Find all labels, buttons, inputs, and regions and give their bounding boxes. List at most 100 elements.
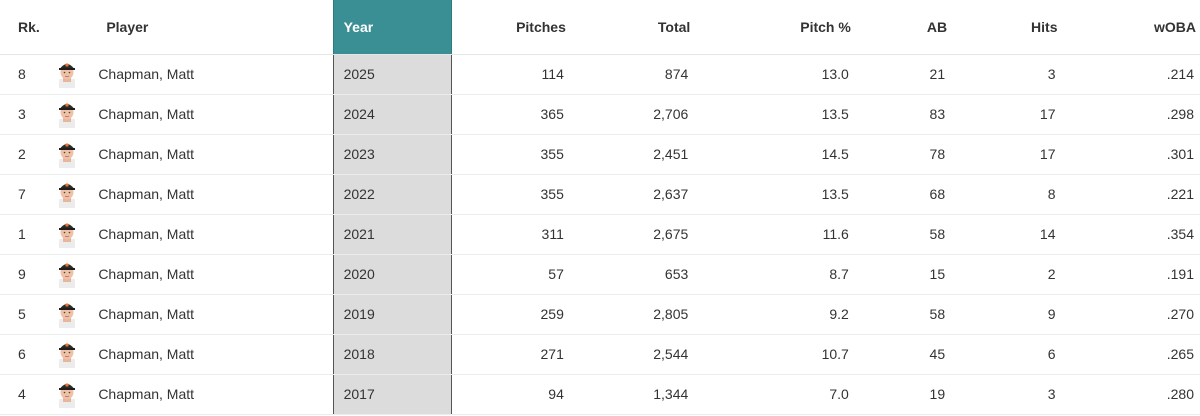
- pitch-pct-cell: 7.0: [694, 374, 855, 415]
- player-name-link[interactable]: Chapman, Matt: [96, 374, 334, 415]
- header-ab[interactable]: AB: [854, 0, 952, 55]
- year-cell: 2019: [332, 294, 452, 335]
- avatar-cell: [52, 334, 97, 375]
- table-row: 9 Chapman, Matt 2020 57 653 8.7 15: [0, 254, 1200, 295]
- player-name-link[interactable]: Chapman, Matt: [96, 134, 334, 175]
- table-row: 7 Chapman, Matt 2022 355 2,637 13.5: [0, 174, 1200, 215]
- year-cell: 2024: [332, 94, 452, 135]
- avatar-cell: [52, 374, 97, 415]
- player-headshot-icon[interactable]: [58, 260, 76, 288]
- player-name-link[interactable]: Chapman, Matt: [96, 94, 334, 135]
- rank-cell: 1: [0, 214, 53, 255]
- header-pitches[interactable]: Pitches: [451, 0, 570, 55]
- player-name-link[interactable]: Chapman, Matt: [96, 334, 334, 375]
- player-name-link[interactable]: Chapman, Matt: [96, 254, 334, 295]
- ab-cell: 68: [854, 174, 952, 215]
- ab-cell: 58: [854, 294, 952, 335]
- hits-cell: 17: [951, 134, 1062, 175]
- pitch-pct-cell: 11.6: [694, 214, 855, 255]
- year-cell: 2020: [332, 254, 452, 295]
- header-avatar: [52, 0, 97, 55]
- avatar-cell: [52, 214, 97, 255]
- total-cell: 653: [569, 254, 695, 295]
- year-cell: 2025: [332, 54, 452, 95]
- woba-cell: .221: [1061, 174, 1200, 215]
- pitch-pct-cell: 13.0: [694, 54, 855, 95]
- hits-cell: 9: [951, 294, 1062, 335]
- year-cell: 2017: [332, 374, 452, 415]
- pitches-cell: 114: [451, 54, 570, 95]
- pitches-cell: 271: [451, 334, 570, 375]
- hits-cell: 6: [951, 334, 1062, 375]
- player-headshot-icon[interactable]: [58, 180, 76, 208]
- rank-cell: 4: [0, 374, 53, 415]
- hits-cell: 2: [951, 254, 1062, 295]
- player-name-link[interactable]: Chapman, Matt: [96, 54, 334, 95]
- woba-cell: .298: [1061, 94, 1200, 135]
- header-year[interactable]: Year: [332, 0, 452, 55]
- rank-cell: 9: [0, 254, 53, 295]
- rank-cell: 3: [0, 94, 53, 135]
- hits-cell: 17: [951, 94, 1062, 135]
- ab-cell: 58: [854, 214, 952, 255]
- total-cell: 2,805: [569, 294, 695, 335]
- avatar-cell: [52, 134, 97, 175]
- table-row: 1 Chapman, Matt 2021 311 2,675 11.6: [0, 214, 1200, 255]
- total-cell: 874: [569, 54, 695, 95]
- header-woba[interactable]: wOBA: [1061, 0, 1200, 55]
- pitches-cell: 365: [451, 94, 570, 135]
- player-headshot-icon[interactable]: [58, 100, 76, 128]
- header-rank[interactable]: Rk.: [0, 0, 53, 55]
- table-row: 6 Chapman, Matt 2018 271 2,544 10.7: [0, 334, 1200, 375]
- player-name-link[interactable]: Chapman, Matt: [96, 214, 334, 255]
- avatar-cell: [52, 294, 97, 335]
- header-pitch-pct[interactable]: Pitch %: [694, 0, 855, 55]
- pitch-pct-cell: 9.2: [694, 294, 855, 335]
- player-headshot-icon[interactable]: [58, 380, 76, 408]
- player-headshot-icon[interactable]: [58, 140, 76, 168]
- total-cell: 1,344: [569, 374, 695, 415]
- hits-cell: 3: [951, 374, 1062, 415]
- player-name-link[interactable]: Chapman, Matt: [96, 294, 334, 335]
- hits-cell: 8: [951, 174, 1062, 215]
- avatar-cell: [52, 54, 97, 95]
- table-row: 3 Chapman, Matt 2024 365 2,706 13.5: [0, 94, 1200, 135]
- player-headshot-icon[interactable]: [58, 340, 76, 368]
- rank-cell: 2: [0, 134, 53, 175]
- header-total[interactable]: Total: [569, 0, 695, 55]
- rank-cell: 5: [0, 294, 53, 335]
- pitch-pct-cell: 10.7: [694, 334, 855, 375]
- player-headshot-icon[interactable]: [58, 60, 76, 88]
- pitches-cell: 57: [451, 254, 570, 295]
- year-cell: 2023: [332, 134, 452, 175]
- table-row: 5 Chapman, Matt 2019 259 2,805 9.2: [0, 294, 1200, 335]
- woba-cell: .214: [1061, 54, 1200, 95]
- ab-cell: 83: [854, 94, 952, 135]
- header-hits[interactable]: Hits: [951, 0, 1062, 55]
- rank-cell: 8: [0, 54, 53, 95]
- woba-cell: .354: [1061, 214, 1200, 255]
- woba-cell: .301: [1061, 134, 1200, 175]
- year-cell: 2022: [332, 174, 452, 215]
- table-row: 2 Chapman, Matt 2023 355 2,451 14.5: [0, 134, 1200, 175]
- year-cell: 2018: [332, 334, 452, 375]
- total-cell: 2,675: [569, 214, 695, 255]
- total-cell: 2,706: [569, 94, 695, 135]
- pitch-pct-cell: 13.5: [694, 94, 855, 135]
- player-name-link[interactable]: Chapman, Matt: [96, 174, 334, 215]
- ab-cell: 21: [854, 54, 952, 95]
- pitches-cell: 94: [451, 374, 570, 415]
- ab-cell: 78: [854, 134, 952, 175]
- pitches-cell: 259: [451, 294, 570, 335]
- player-headshot-icon[interactable]: [58, 220, 76, 248]
- player-headshot-icon[interactable]: [58, 300, 76, 328]
- rank-cell: 7: [0, 174, 53, 215]
- avatar-cell: [52, 94, 97, 135]
- woba-cell: .280: [1061, 374, 1200, 415]
- ab-cell: 45: [854, 334, 952, 375]
- pitches-cell: 355: [451, 134, 570, 175]
- header-player[interactable]: Player: [96, 0, 334, 55]
- woba-cell: .265: [1061, 334, 1200, 375]
- rank-cell: 6: [0, 334, 53, 375]
